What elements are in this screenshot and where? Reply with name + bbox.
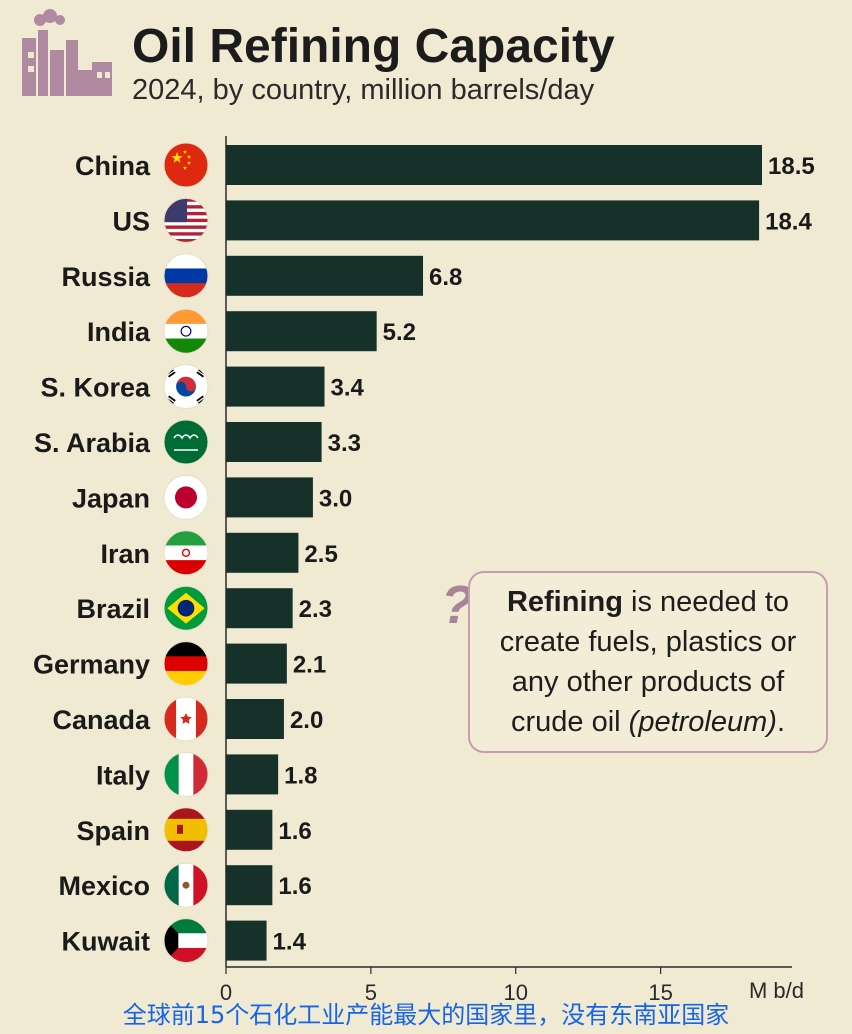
bar [226,145,762,185]
note-text-2: . [776,706,785,738]
x-tick-label: 5 [365,980,377,1005]
bars-group [226,145,762,961]
category-label: S. Arabia [34,428,151,458]
value-label: 2.3 [299,596,332,623]
bar [226,920,267,961]
bar [226,532,299,573]
category-label: US [112,206,150,236]
iran-flag-icon [164,530,208,575]
note-text-1: is needed to create fuels, plastics or a… [499,586,797,738]
germany-flag-icon [164,641,208,686]
bar [226,588,293,629]
category-label: Mexico [58,871,150,901]
value-label: 2.0 [290,707,323,734]
category-label: Kuwait [61,927,150,957]
saudi-arabia-flag-icon [164,420,208,464]
bar [226,366,325,407]
value-label: 18.4 [765,208,812,235]
x-tick-label: 10 [503,980,527,1005]
chart-title: Oil Refining Capacity [132,20,615,73]
x-tick-label: 15 [648,980,672,1005]
bar [226,311,377,352]
bar [226,754,279,795]
category-label: Canada [52,705,151,735]
category-label: Italy [96,760,150,790]
brazil-flag-icon [164,586,208,631]
category-label: Germany [33,650,150,680]
bar [226,643,287,684]
info-note: Refining is needed to create fuels, plas… [468,571,828,753]
china-flag-icon [164,143,208,187]
value-label: 3.0 [319,485,352,512]
chart-subtitle: 2024, by country, million barrels/day [132,74,595,106]
bar [226,809,273,850]
value-label: 3.4 [331,375,365,402]
category-label: Spain [76,816,150,846]
value-label: 2.5 [304,541,337,568]
flags-group [163,142,209,964]
value-label: 1.6 [278,873,311,900]
japan-flag-icon [164,475,208,520]
category-label: Japan [72,483,150,513]
spain-flag-icon [164,807,208,852]
note-italic: (petroleum) [628,706,777,738]
bar [226,699,284,739]
category-label: China [75,151,151,181]
category-label: Iran [100,539,150,569]
bar [226,865,273,906]
bar [226,477,313,518]
ticks-group: 0 5 10 15 [220,967,673,1005]
bar [226,422,322,462]
x-unit-label: M b/d [749,978,804,1003]
value-label: 1.8 [284,762,317,789]
mexico-flag-icon [164,863,208,908]
bar [226,255,424,296]
bar [226,200,760,241]
value-label: 3.3 [328,430,361,457]
value-label: 5.2 [383,319,416,346]
value-label: 6.8 [429,264,462,291]
italy-flag-icon [164,752,208,797]
russia-flag-icon [164,253,208,298]
category-label: Russia [61,262,151,292]
value-label: 1.4 [273,929,307,956]
value-label: 1.6 [278,818,311,845]
category-label: Brazil [76,594,150,624]
labels-group: 18.5 China 18.4 US 6.8 Russia 5.2 India 3.4 S. Ko… [33,151,815,957]
category-label: India [87,317,151,347]
note-bold: Refining [506,586,623,618]
india-flag-icon [164,309,208,354]
value-label: 2.1 [293,652,326,679]
caption: 全球前15个石化工业产能最大的国家里，没有东南亚国家 [122,1001,730,1029]
category-label: S. Korea [40,373,151,403]
value-label: 18.5 [768,153,815,180]
x-tick-label: 0 [220,980,232,1005]
refinery-icon [22,9,112,96]
kuwait-flag-icon [164,918,208,963]
